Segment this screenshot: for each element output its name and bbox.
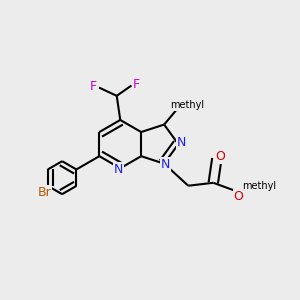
Text: N: N <box>114 163 123 176</box>
Text: F: F <box>90 80 97 93</box>
Text: methyl: methyl <box>242 181 276 191</box>
Text: O: O <box>234 190 244 202</box>
Text: methyl: methyl <box>170 100 204 110</box>
Text: N: N <box>177 136 187 149</box>
Text: Br: Br <box>38 186 52 199</box>
Text: N: N <box>160 158 170 171</box>
Text: F: F <box>133 77 140 91</box>
Text: O: O <box>215 150 225 164</box>
